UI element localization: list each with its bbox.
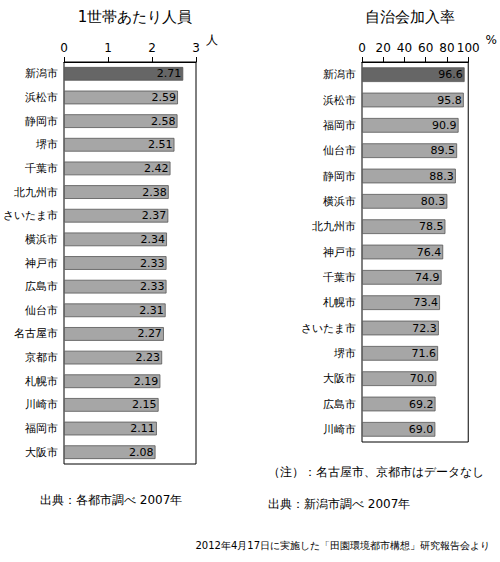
svg-text:堺市: 堺市 (333, 347, 356, 360)
svg-text:札幌市: 札幌市 (323, 296, 356, 309)
svg-text:福岡市: 福岡市 (25, 422, 58, 435)
svg-text:自治会加入率: 自治会加入率 (365, 8, 455, 26)
svg-text:静岡市: 静岡市 (25, 115, 58, 128)
svg-text:大阪市: 大阪市 (25, 446, 58, 459)
svg-text:2.11: 2.11 (130, 422, 155, 435)
svg-text:川崎市: 川崎市 (323, 423, 356, 436)
svg-text:80.3: 80.3 (421, 195, 446, 208)
svg-text:静岡市: 静岡市 (323, 170, 356, 183)
svg-text:72.3: 72.3 (412, 322, 437, 335)
svg-text:76.4: 76.4 (417, 246, 442, 259)
svg-text:広島市: 広島市 (25, 280, 58, 293)
svg-text:3: 3 (192, 41, 200, 55)
svg-text:人: 人 (206, 33, 218, 47)
svg-text:札幌市: 札幌市 (25, 375, 58, 388)
svg-text:74.9: 74.9 (415, 271, 440, 284)
svg-text:千葉市: 千葉市 (25, 162, 58, 175)
svg-text:2.19: 2.19 (134, 375, 159, 388)
svg-text:2.33: 2.33 (140, 280, 165, 293)
svg-text:横浜市: 横浜市 (25, 233, 58, 246)
svg-text:2.15: 2.15 (132, 398, 157, 411)
svg-text:80: 80 (439, 41, 454, 55)
svg-text:浜松市: 浜松市 (25, 91, 58, 104)
svg-text:70.0: 70.0 (410, 372, 435, 385)
svg-text:出典：新潟市調べ 2007年: 出典：新潟市調べ 2007年 (268, 497, 410, 511)
svg-text:仙台市: 仙台市 (323, 144, 356, 157)
svg-text:2.33: 2.33 (140, 257, 165, 270)
svg-text:2.71: 2.71 (157, 67, 182, 80)
svg-text:浜松市: 浜松市 (323, 94, 356, 107)
svg-text:1世帯あたり人員: 1世帯あたり人員 (78, 8, 193, 26)
svg-text:京都市: 京都市 (25, 351, 58, 364)
svg-text:2.08: 2.08 (129, 446, 154, 459)
svg-text:1: 1 (104, 41, 112, 55)
svg-text:福岡市: 福岡市 (323, 119, 356, 132)
svg-text:40: 40 (397, 41, 412, 55)
svg-text:北九州市: 北九州市 (312, 220, 356, 233)
svg-text:69.2: 69.2 (409, 398, 434, 411)
svg-text:89.5: 89.5 (431, 144, 456, 157)
svg-text:71.6: 71.6 (412, 347, 437, 360)
svg-text:2.37: 2.37 (142, 209, 167, 222)
svg-text:神戸市: 神戸市 (25, 257, 58, 270)
svg-text:2.31: 2.31 (139, 304, 164, 317)
svg-text:2.42: 2.42 (144, 162, 169, 175)
svg-text:95.8: 95.8 (437, 94, 462, 107)
svg-text:20: 20 (376, 41, 391, 55)
svg-text:73.4: 73.4 (413, 296, 438, 309)
svg-text:2012年4月17日に実施した「田園環境都市構想」研究報告会: 2012年4月17日に実施した「田園環境都市構想」研究報告会より (195, 540, 490, 551)
svg-text:78.5: 78.5 (419, 220, 444, 233)
svg-text:堺市: 堺市 (35, 138, 58, 151)
svg-text:2.58: 2.58 (151, 115, 176, 128)
svg-text:神戸市: 神戸市 (323, 246, 356, 259)
svg-text:新潟市: 新潟市 (25, 67, 58, 80)
svg-text:2.27: 2.27 (137, 327, 162, 340)
svg-text:北九州市: 北九州市 (14, 186, 58, 199)
svg-text:さいたま市: さいたま市 (301, 322, 356, 335)
svg-text:横浜市: 横浜市 (323, 195, 356, 208)
svg-text:さいたま市: さいたま市 (3, 209, 58, 222)
svg-text:川崎市: 川崎市 (25, 398, 58, 411)
svg-text:90.9: 90.9 (432, 119, 457, 132)
svg-text:69.0: 69.0 (409, 423, 434, 436)
svg-text:2.51: 2.51 (148, 138, 173, 151)
svg-text:0: 0 (60, 41, 68, 55)
svg-text:2.59: 2.59 (151, 91, 176, 104)
svg-text:%: % (486, 33, 497, 47)
svg-text:96.6: 96.6 (438, 68, 463, 81)
svg-text:千葉市: 千葉市 (323, 271, 356, 284)
svg-text:大阪市: 大阪市 (323, 372, 356, 385)
svg-text:2.23: 2.23 (136, 351, 161, 364)
svg-text:2.34: 2.34 (140, 233, 165, 246)
svg-text:名古屋市: 名古屋市 (14, 327, 58, 340)
svg-text:60: 60 (418, 41, 433, 55)
svg-text:2: 2 (148, 41, 156, 55)
svg-text:100: 100 (457, 41, 480, 55)
svg-text:0: 0 (358, 41, 366, 55)
svg-text:88.3: 88.3 (429, 170, 454, 183)
svg-text:仙台市: 仙台市 (25, 304, 58, 317)
svg-text:2.38: 2.38 (142, 186, 167, 199)
svg-text:新潟市: 新潟市 (323, 68, 356, 81)
svg-text:（注）：名古屋市、京都市はデータなし: （注）：名古屋市、京都市はデータなし (268, 465, 484, 479)
svg-text:広島市: 広島市 (323, 398, 356, 411)
svg-text:出典：各都市調べ 2007年: 出典：各都市調べ 2007年 (40, 493, 182, 507)
